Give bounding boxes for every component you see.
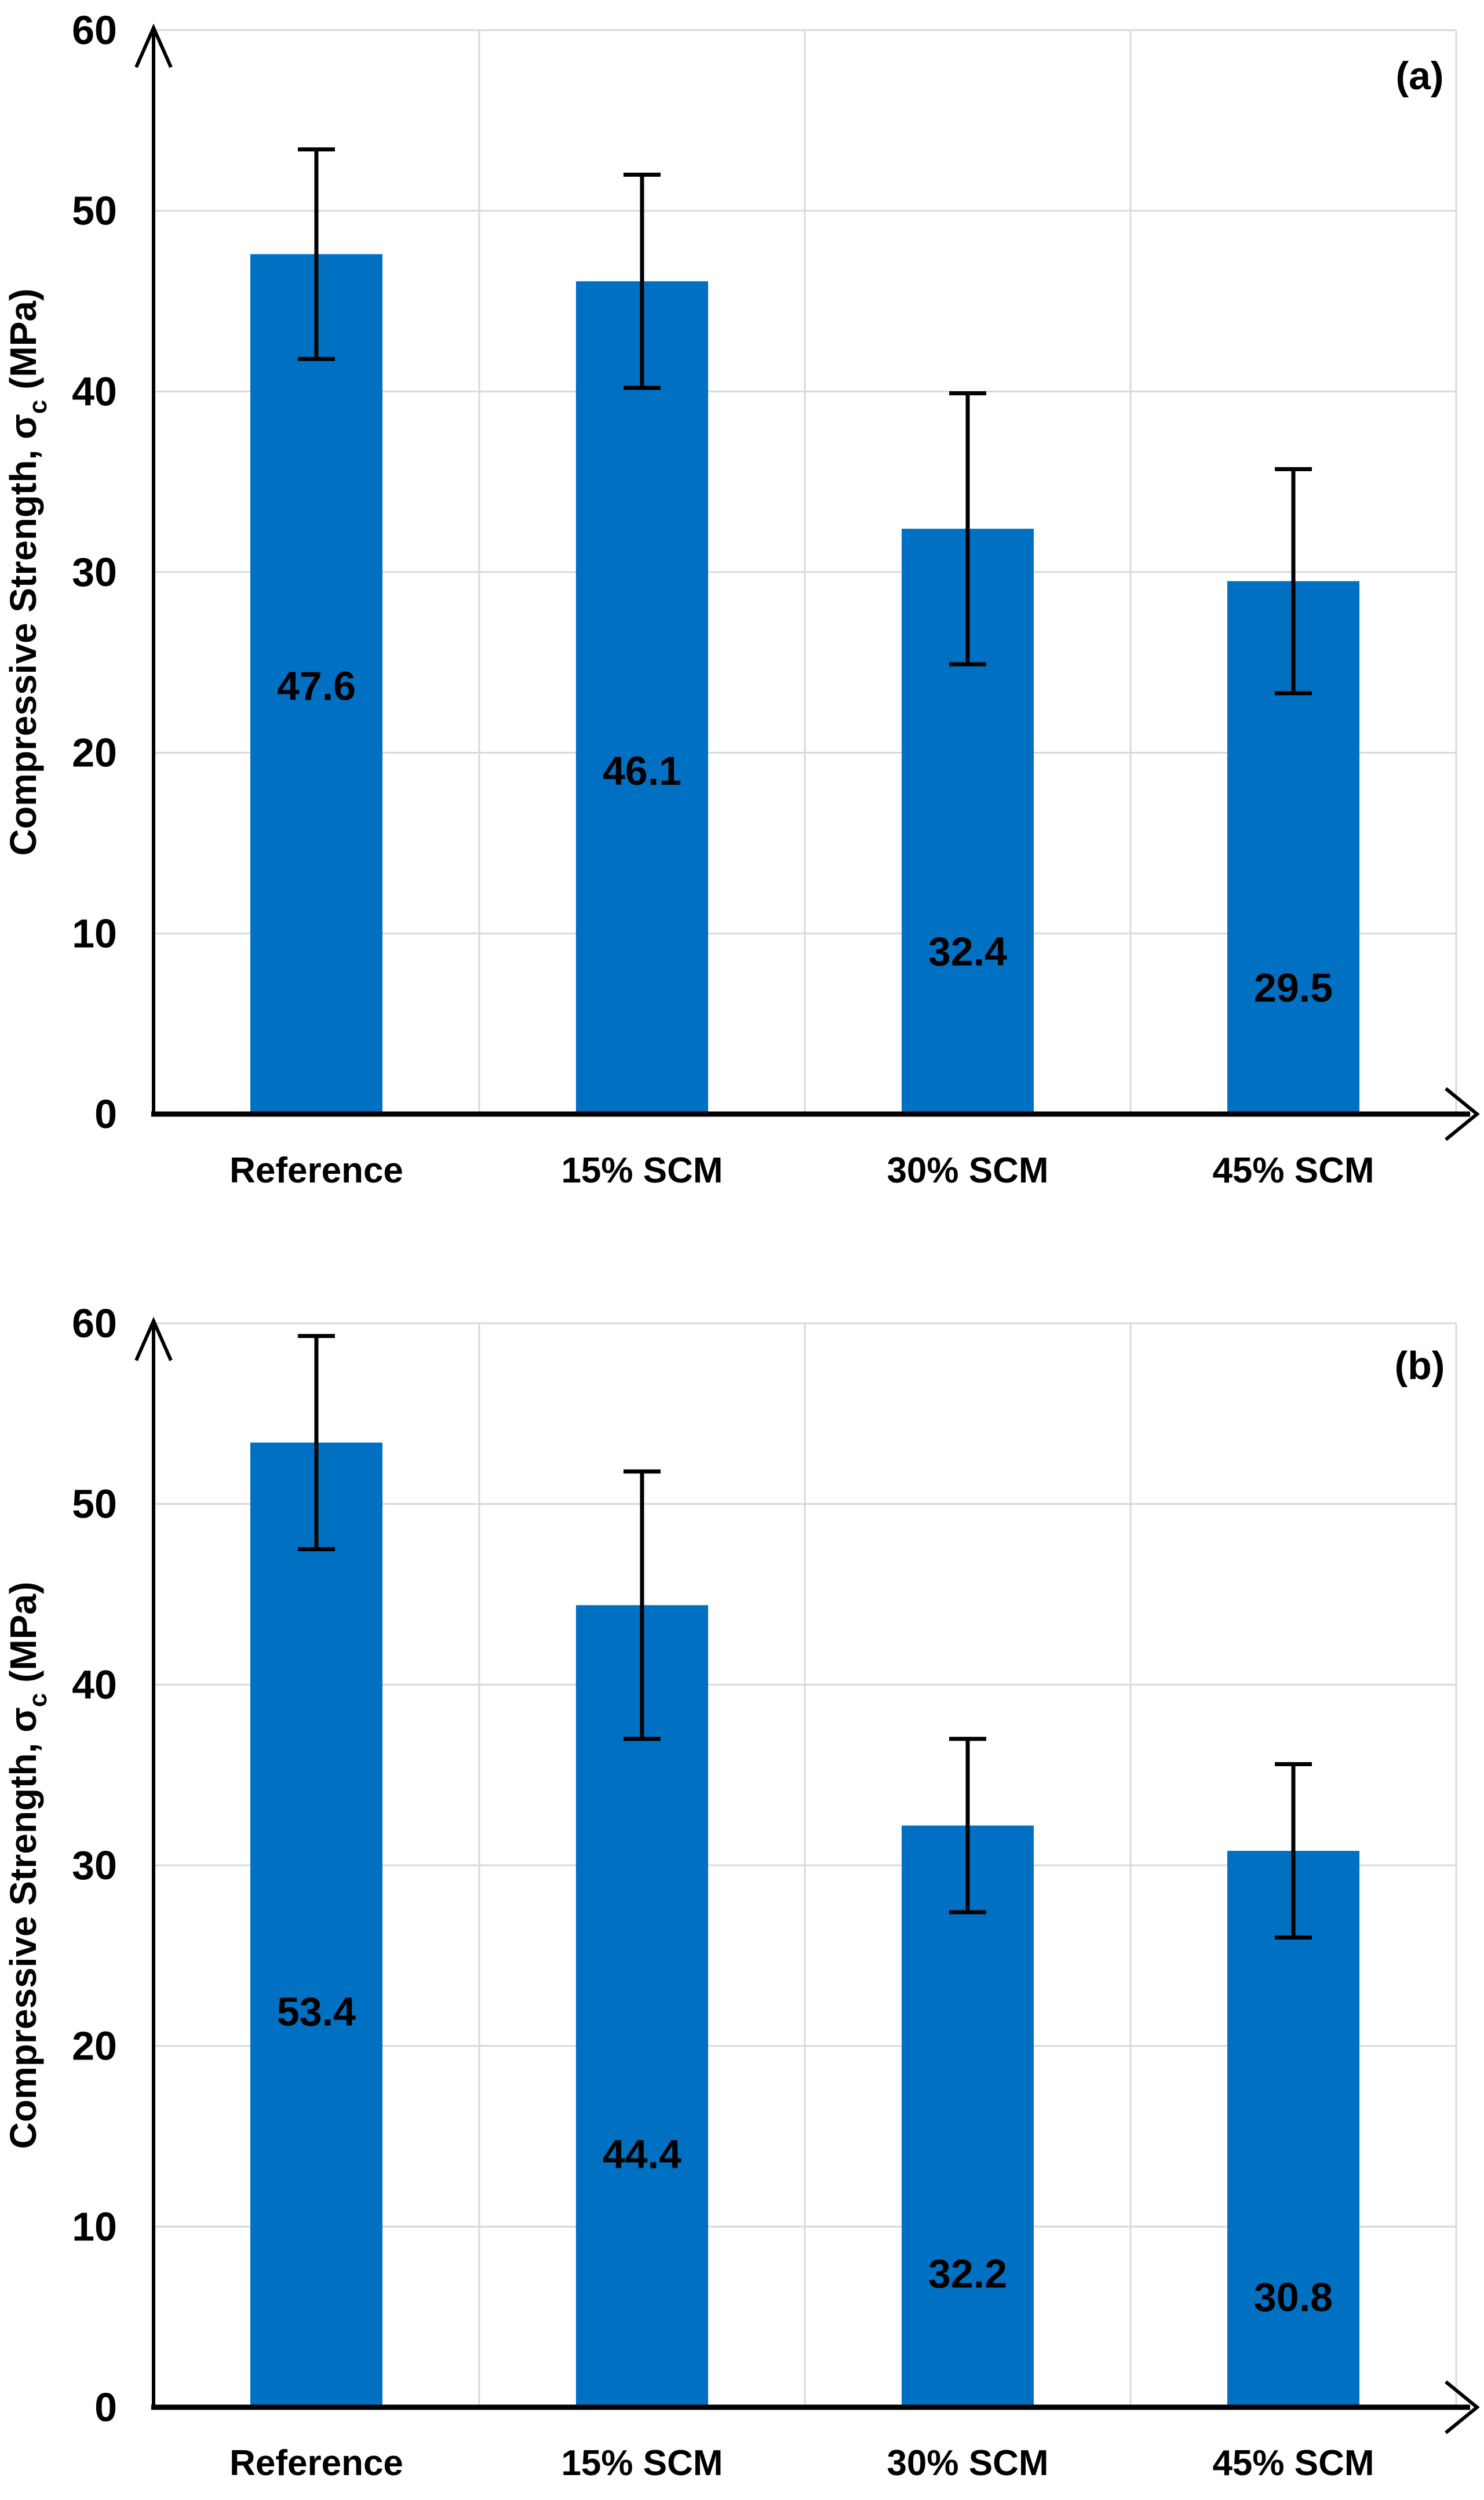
bar xyxy=(250,254,382,1114)
y-tick-label: 20 xyxy=(72,2024,117,2069)
y-axis-title-unit: (MPa) xyxy=(2,289,44,400)
y-axis-title: Compressive Strength, σc (MPa) xyxy=(2,1582,52,2149)
category-label: Reference xyxy=(229,1151,403,1191)
category-label: 15% SCM xyxy=(561,2443,723,2483)
category-label: Reference xyxy=(229,2443,403,2483)
category-label: 15% SCM xyxy=(561,1151,723,1191)
y-axis-title-unit: (MPa) xyxy=(2,1582,44,1693)
bar-value-label: 30.8 xyxy=(1254,2275,1333,2320)
bar-value-label: 44.4 xyxy=(603,2132,681,2177)
y-tick-label: 50 xyxy=(72,188,117,234)
bar-value-label: 32.4 xyxy=(928,929,1007,974)
bar-value-label: 53.4 xyxy=(277,1989,356,2034)
panel-label: (a) xyxy=(1395,54,1443,98)
y-tick-label: 0 xyxy=(94,1091,117,1137)
y-tick-label: 10 xyxy=(72,911,117,956)
category-label: 30% SCM xyxy=(887,2443,1048,2483)
category-label: 45% SCM xyxy=(1212,1151,1374,1191)
category-label: 45% SCM xyxy=(1212,2443,1374,2483)
y-axis-title-subscript: c xyxy=(24,1693,52,1707)
y-axis-title-subscript: c xyxy=(24,400,52,414)
y-tick-label: 10 xyxy=(72,2204,117,2249)
bar-value-label: 32.2 xyxy=(928,2251,1007,2296)
bar-value-label: 47.6 xyxy=(277,663,356,708)
y-axis-arrowhead-icon xyxy=(134,1316,173,1362)
y-tick-label: 60 xyxy=(72,8,117,53)
x-axis-arrowhead-icon xyxy=(1445,2380,1480,2435)
y-tick-label: 20 xyxy=(72,730,117,776)
y-tick-label: 30 xyxy=(72,550,117,595)
bar xyxy=(902,1825,1034,2407)
category-label: 30% SCM xyxy=(887,1151,1048,1191)
y-tick-label: 0 xyxy=(94,2385,117,2430)
y-tick-label: 40 xyxy=(72,1662,117,1707)
y-tick-label: 30 xyxy=(72,1843,117,1888)
panel-label: (b) xyxy=(1395,1344,1445,1388)
y-tick-label: 40 xyxy=(72,369,117,414)
y-axis-title: Compressive Strength, σc (MPa) xyxy=(2,289,52,856)
bar xyxy=(1227,1851,1359,2407)
bar-value-label: 29.5 xyxy=(1254,965,1333,1010)
bar xyxy=(576,281,708,1114)
bar xyxy=(250,1442,382,2407)
y-axis-arrowhead-icon xyxy=(134,23,173,68)
y-tick-label: 50 xyxy=(72,1482,117,1527)
y-axis-title-main: Compressive Strength, σ xyxy=(2,1707,44,2149)
y-axis-title-main: Compressive Strength, σ xyxy=(2,414,44,856)
bar-value-label: 46.1 xyxy=(603,748,681,794)
y-tick-label: 60 xyxy=(72,1301,117,1346)
x-axis-arrowhead-icon xyxy=(1445,1087,1480,1141)
